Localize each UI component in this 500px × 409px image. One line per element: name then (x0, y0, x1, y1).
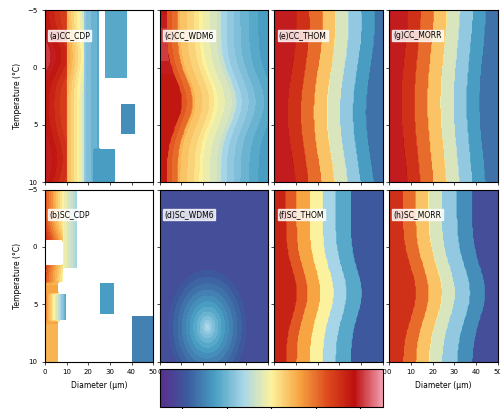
X-axis label: Diameter (μm): Diameter (μm) (186, 381, 242, 390)
Text: (f)SC_THOM: (f)SC_THOM (279, 210, 324, 219)
Y-axis label: Temperature (°C): Temperature (°C) (12, 243, 22, 309)
X-axis label: Diameter (μm): Diameter (μm) (71, 381, 128, 390)
Y-axis label: Temperature (°C): Temperature (°C) (12, 63, 22, 129)
Text: (e)CC_THOM: (e)CC_THOM (279, 31, 326, 40)
Text: (h)SC_MORR: (h)SC_MORR (394, 210, 442, 219)
Text: (g)CC_MORR: (g)CC_MORR (394, 31, 442, 40)
X-axis label: Diameter (μm): Diameter (μm) (415, 381, 472, 390)
Text: (c)CC_WDM6: (c)CC_WDM6 (164, 31, 214, 40)
Text: (a)CC_CDP: (a)CC_CDP (50, 31, 90, 40)
Text: (d)SC_WDM6: (d)SC_WDM6 (164, 210, 214, 219)
Text: (b)SC_CDP: (b)SC_CDP (50, 210, 90, 219)
X-axis label: Diameter (μm): Diameter (μm) (300, 381, 357, 390)
